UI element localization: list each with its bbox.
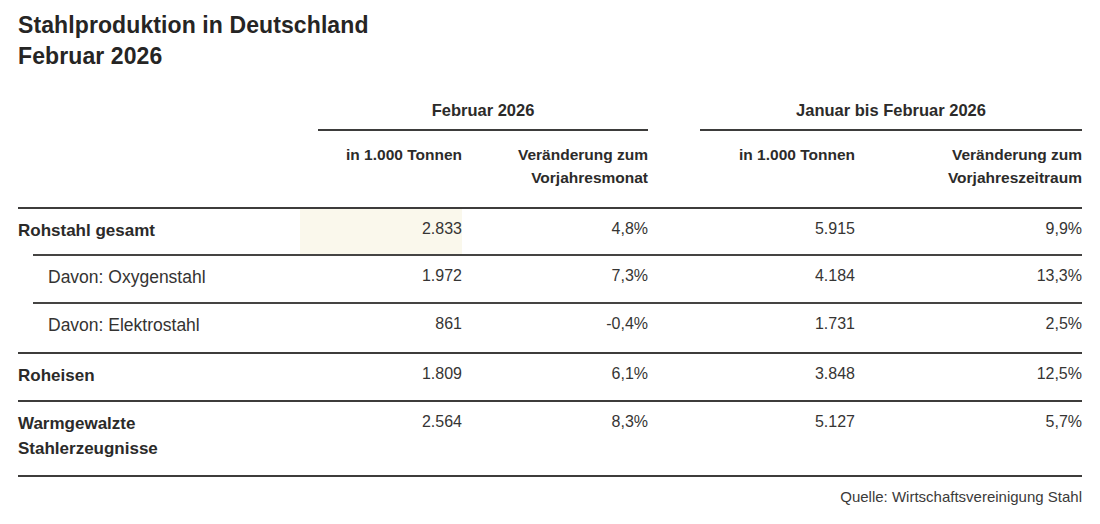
cell-value: 4,8%	[462, 207, 648, 254]
subheader-spacer	[18, 131, 300, 207]
cell-value: 7,3%	[462, 254, 648, 302]
table-bottom-divider	[18, 475, 1082, 477]
cell-value: 2,5%	[855, 302, 1082, 352]
table-row-roheisen: Roheisen 1.809 6,1% 3.848 12,5%	[18, 352, 1082, 400]
cell-value-highlighted: 2.833	[300, 207, 462, 254]
cell-value: 12,5%	[855, 352, 1082, 400]
subheader-feb-tonnen: in 1.000 Tonnen	[300, 131, 462, 207]
table-row-davon-elektrostahl: Davon: Elektrostahl 861 -0,4% 1.731 2,5%	[18, 302, 1082, 352]
cell-value: 5.127	[648, 400, 855, 475]
column-group-januar-bis-februar: Januar bis Februar 2026	[648, 101, 1082, 131]
cell-value: 861	[300, 302, 462, 352]
row-label: Roheisen	[18, 352, 258, 400]
column-subheader-row: in 1.000 Tonnen Veränderung zum Vorjahre…	[18, 131, 1082, 207]
cell-value: 1.809	[300, 352, 462, 400]
row-label: Davon: Oxygenstahl	[18, 254, 258, 302]
subheader-ytd-tonnen: in 1.000 Tonnen	[648, 131, 855, 207]
cell-value: 2.564	[300, 400, 462, 475]
cell-value: 4.184	[648, 254, 855, 302]
cell-value: 5.915	[648, 207, 855, 254]
cell-value: 13,3%	[855, 254, 1082, 302]
column-group-header-row: Februar 2026 Januar bis Februar 2026	[18, 92, 1082, 131]
subheader-feb-veraenderung: Veränderung zum Vorjahresmonat	[462, 131, 648, 207]
cell-value: 6,1%	[462, 352, 648, 400]
cell-value: 1.972	[300, 254, 462, 302]
row-label: Warmgewalzte Stahlerzeugnisse	[18, 400, 258, 475]
stahlproduktion-table-page: Stahlproduktion in Deutschland Februar 2…	[0, 0, 1100, 524]
cell-value: 3.848	[648, 352, 855, 400]
cell-value: 9,9%	[855, 207, 1082, 254]
cell-value: -0,4%	[462, 302, 648, 352]
page-title-line2: Februar 2026	[18, 41, 1082, 72]
row-label: Rohstahl gesamt	[18, 207, 258, 254]
page-title-line1: Stahlproduktion in Deutschland	[18, 10, 1082, 41]
table-row-davon-oxygenstahl: Davon: Oxygenstahl 1.972 7,3% 4.184 13,3…	[18, 254, 1082, 302]
table-row-rohstahl-gesamt: Rohstahl gesamt 2.833 4,8% 5.915 9,9%	[18, 207, 1082, 254]
column-group-februar: Februar 2026	[300, 101, 648, 131]
page-title: Stahlproduktion in Deutschland Februar 2…	[18, 10, 1082, 72]
source-note: Quelle: Wirtschaftsvereinigung Stahl	[18, 488, 1082, 505]
row-label: Davon: Elektrostahl	[18, 302, 258, 352]
column-group-februar-label: Februar 2026	[318, 101, 648, 131]
cell-value: 8,3%	[462, 400, 648, 475]
table-row-warmgewalzte-stahlerzeugnisse: Warmgewalzte Stahlerzeugnisse 2.564 8,3%…	[18, 400, 1082, 475]
column-group-januar-bis-februar-label: Januar bis Februar 2026	[700, 101, 1082, 131]
cell-value: 5,7%	[855, 400, 1082, 475]
cell-value: 1.731	[648, 302, 855, 352]
subheader-ytd-veraenderung: Veränderung zum Vorjahreszeitraum	[855, 131, 1082, 207]
